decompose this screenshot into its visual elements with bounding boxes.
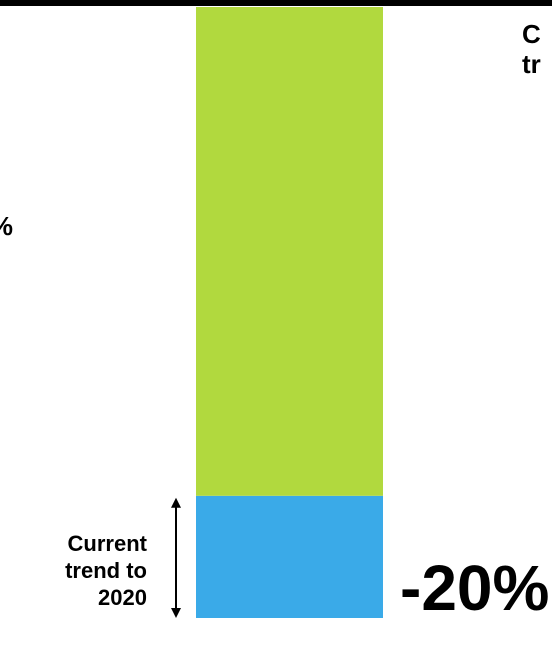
current-trend-label: Current trend to 2020 <box>65 531 147 610</box>
bar-segment-1 <box>196 495 383 618</box>
bar-group <box>196 7 383 618</box>
target-label: t: % <box>0 152 13 242</box>
trend-arrow <box>171 497 181 618</box>
right-edge-label: C tr <box>522 19 541 79</box>
top-rule <box>0 0 552 6</box>
current-trend-value: -20% <box>400 552 550 624</box>
bar-segment-2 <box>196 7 383 496</box>
